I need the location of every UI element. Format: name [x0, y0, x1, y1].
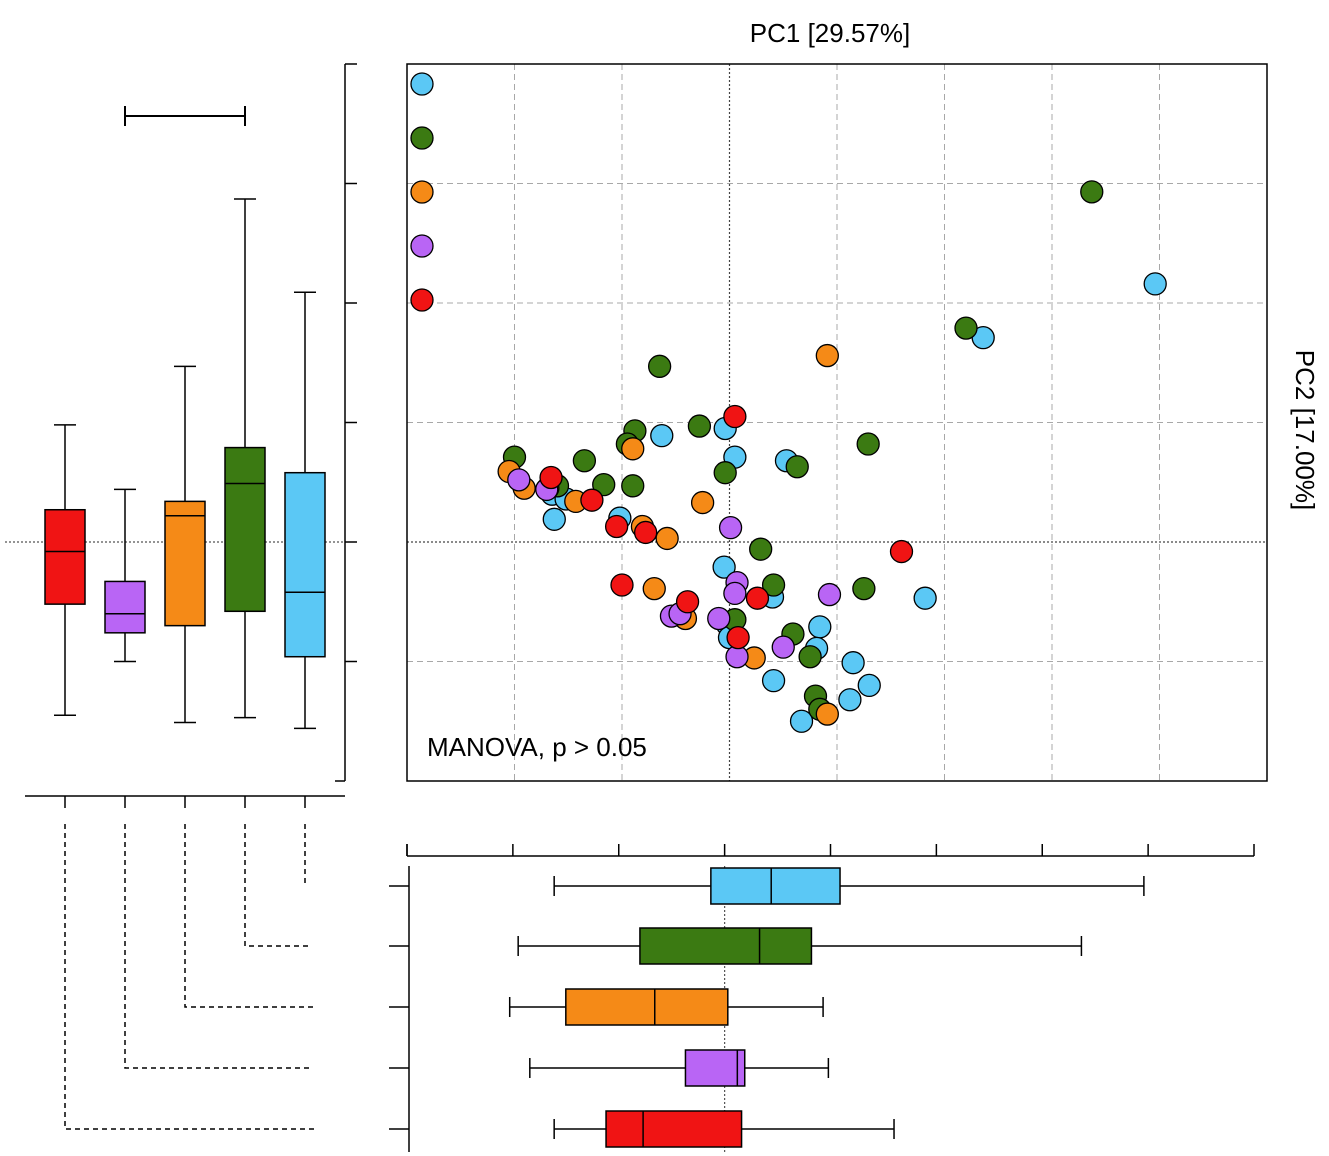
box-nw — [284, 471, 326, 658]
group-connectors — [64, 824, 318, 1130]
point-mo — [707, 606, 731, 631]
point-ow — [592, 472, 616, 497]
hbox-mo — [684, 1049, 746, 1087]
point-ow — [687, 414, 712, 438]
point-ow — [713, 461, 737, 485]
point-eo — [723, 404, 747, 429]
box-ow — [224, 446, 266, 613]
vertical-boxplots — [5, 106, 345, 730]
connector-nw — [304, 824, 306, 887]
point-mo — [817, 582, 842, 607]
point-mo — [723, 581, 747, 606]
point-nw — [789, 709, 814, 733]
top-axis-title-group: PC1 [29.57%] — [750, 18, 910, 48]
point-nw — [857, 673, 881, 698]
manova-annotation: MANOVA, p > 0.05 — [427, 732, 647, 762]
point-ow — [856, 432, 880, 456]
point-mo — [718, 516, 743, 540]
point-eo — [726, 625, 750, 650]
hbox-ow — [639, 927, 813, 965]
point-ob — [690, 490, 715, 515]
hbox-ob — [565, 988, 729, 1026]
plot-frame — [406, 63, 1268, 782]
horizontal-boxplots — [508, 866, 1145, 1152]
point-eo — [539, 465, 563, 490]
hbox-eo — [605, 1110, 743, 1148]
point-nw — [808, 615, 832, 639]
point-eo — [610, 573, 634, 597]
legend-marker-mo — [410, 234, 434, 258]
point-ow — [621, 474, 645, 498]
point-nw — [712, 555, 736, 579]
gridlines — [407, 64, 1267, 781]
point-ow — [852, 576, 876, 601]
connector-ob — [184, 824, 316, 1008]
legend-marker-eo — [410, 288, 434, 312]
connector-ow — [244, 824, 312, 947]
legend-marker-ow — [410, 126, 434, 150]
point-eo — [675, 590, 700, 614]
point-ob — [815, 702, 839, 726]
point-ob — [815, 343, 839, 368]
x-axis-title: PC1 [29.57%] — [750, 18, 910, 48]
point-eo — [745, 586, 770, 610]
point-eo — [634, 520, 658, 545]
point-ow — [647, 354, 672, 378]
point-nw — [838, 688, 862, 712]
connector-mo — [124, 824, 313, 1069]
point-ow — [761, 573, 786, 597]
point-mo — [507, 468, 531, 492]
legend-marker-ob — [410, 180, 434, 204]
legend — [410, 72, 434, 312]
point-nw — [1143, 272, 1167, 296]
point-ow — [785, 455, 809, 479]
box-ob — [164, 500, 206, 627]
point-eo — [580, 488, 604, 512]
point-nw — [542, 507, 566, 531]
point-eo — [604, 514, 629, 539]
legend-marker-nw — [410, 72, 434, 96]
point-ob — [655, 526, 679, 551]
point-ow — [749, 537, 773, 561]
point-ob — [621, 437, 645, 461]
right-axis-title-group: PC2 [17.00%] — [1290, 350, 1320, 510]
point-ow — [954, 316, 978, 340]
point-nw — [761, 668, 786, 693]
point-ow — [572, 449, 597, 473]
point-nw — [913, 586, 937, 610]
box-mo — [104, 580, 146, 634]
point-ow — [1080, 180, 1104, 204]
hbox-nw — [710, 867, 841, 905]
point-nw — [841, 651, 865, 675]
point-mo — [771, 635, 795, 659]
scatter-points — [497, 180, 1167, 733]
y-axis-title: PC2 [17.00%] — [1290, 350, 1320, 510]
point-eo — [889, 539, 914, 564]
box-eo — [44, 508, 86, 605]
point-ow — [798, 645, 822, 669]
axes — [25, 63, 1268, 1152]
point-ob — [642, 576, 666, 601]
point-nw — [650, 423, 674, 448]
connector-eo — [64, 824, 318, 1130]
